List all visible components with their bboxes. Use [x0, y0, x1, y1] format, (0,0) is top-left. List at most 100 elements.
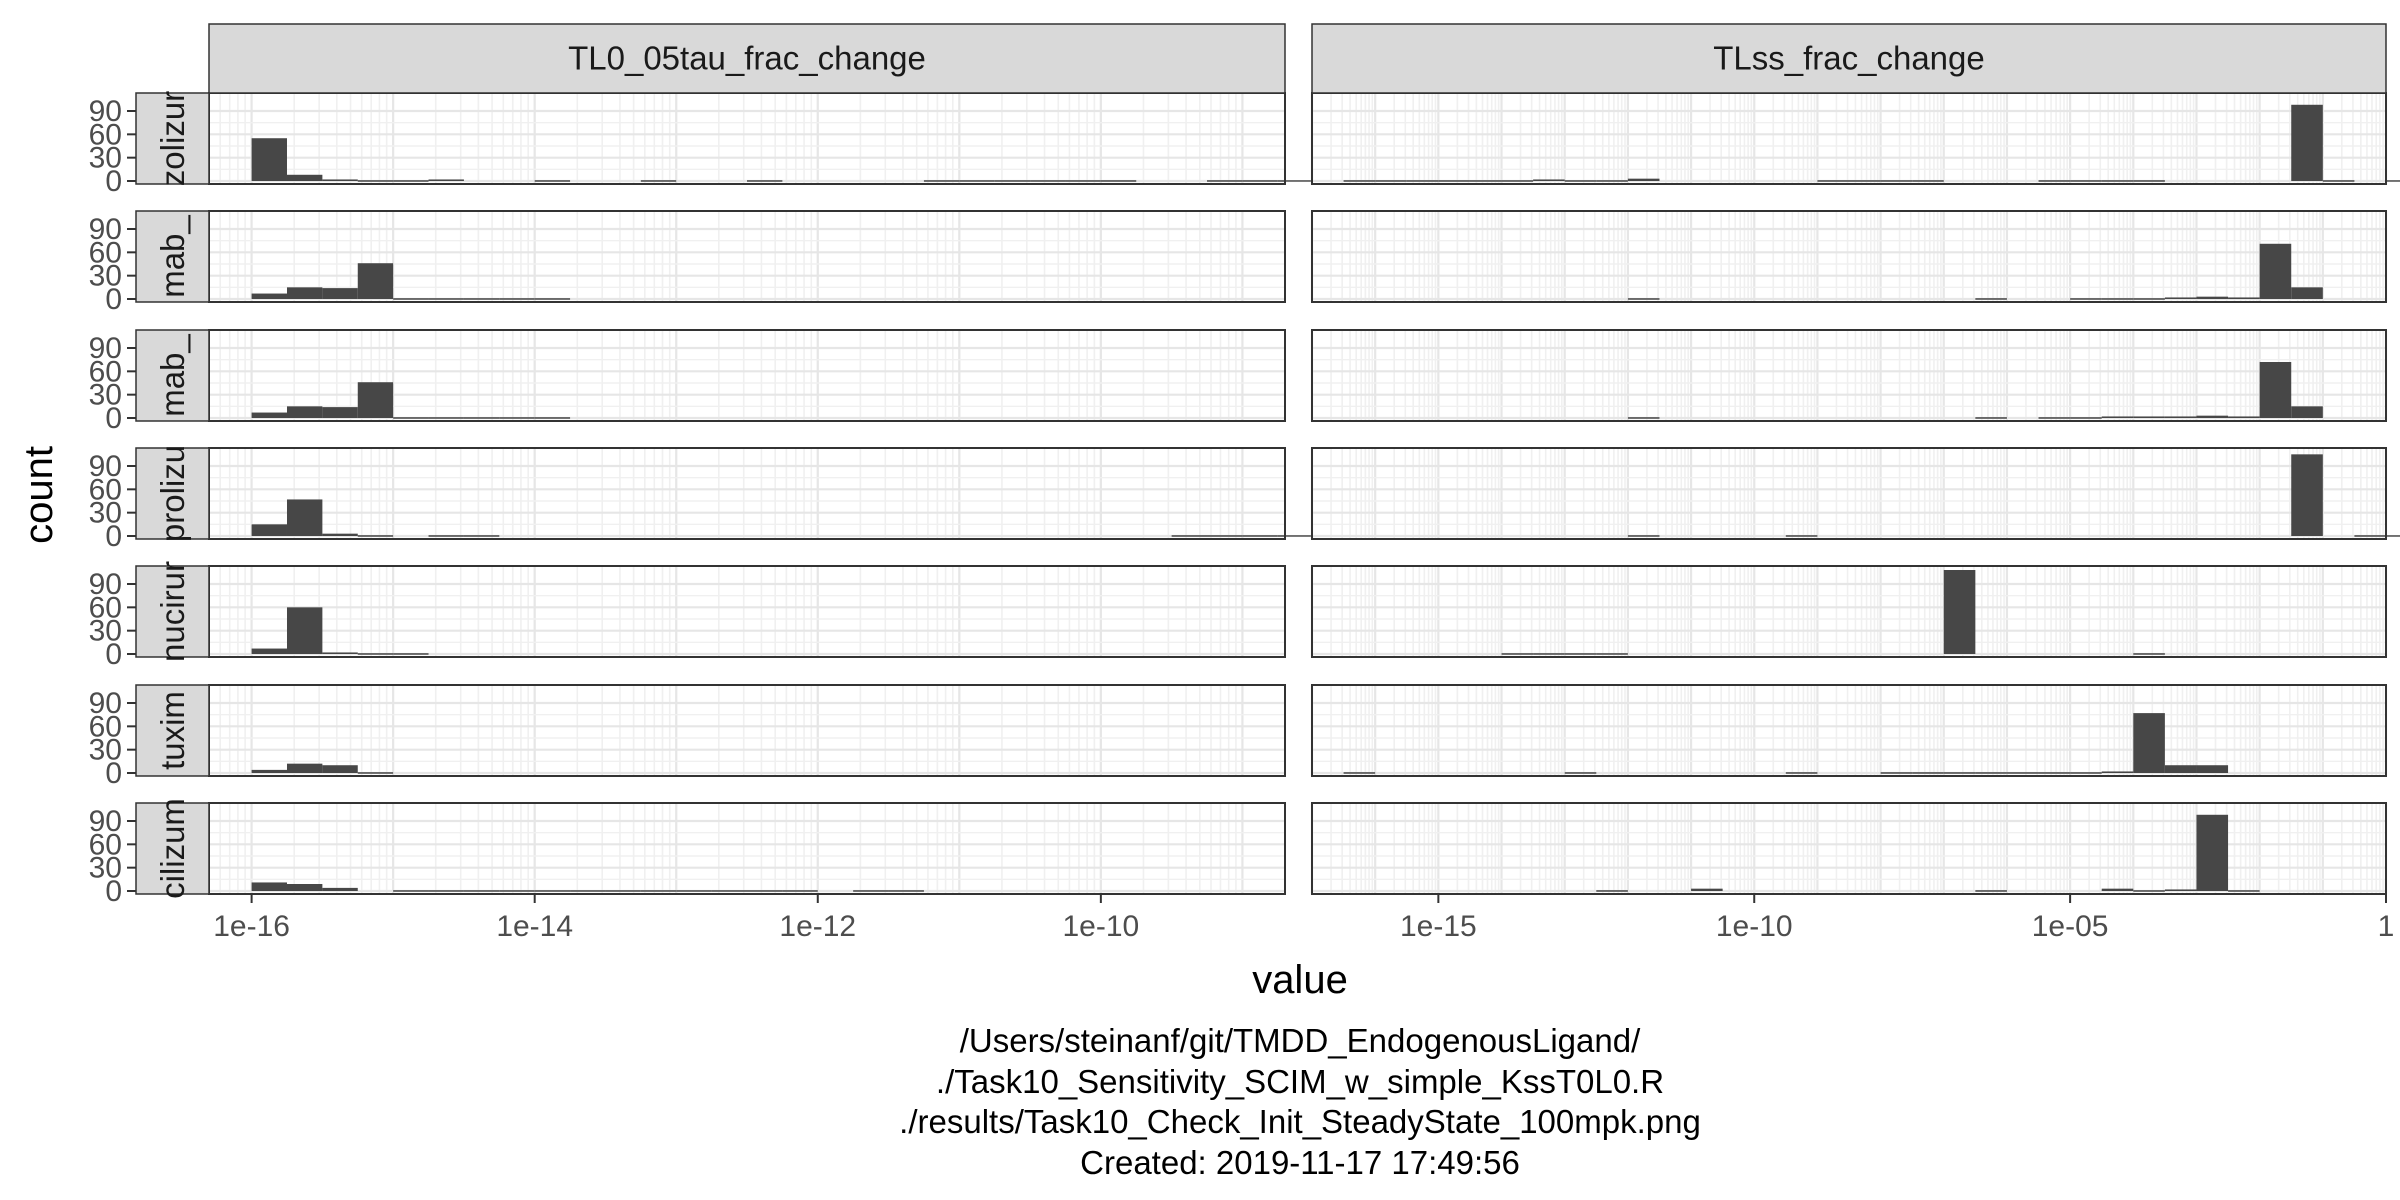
column-strip-label: TLss_frac_change	[1713, 40, 1985, 77]
panel-row7-col1	[208, 802, 1286, 895]
histogram-bars	[1627, 362, 2323, 419]
y-tick-label: 60	[89, 591, 122, 624]
histogram-bars	[251, 382, 571, 419]
panel-grid	[1310, 448, 2388, 539]
histogram-bar	[1277, 535, 1314, 537]
histogram-bar	[322, 887, 358, 891]
histogram-bar	[747, 180, 783, 182]
x-tick-label: 1e-14	[496, 910, 573, 943]
histogram-bar	[782, 890, 818, 892]
caption-line-1: /Users/steinanf/git/TMDD_EndogenousLigan…	[960, 1022, 1641, 1059]
x-axis-title: value	[1252, 958, 1348, 1002]
column-strip-1: TL0_05tau_frac_change	[208, 23, 1286, 94]
histogram-bar	[322, 407, 358, 418]
histogram-bar	[2164, 297, 2197, 299]
panel-row5-col1	[208, 565, 2375, 658]
histogram-bar	[393, 653, 429, 655]
histogram-bar	[2101, 416, 2134, 418]
y-tick-label: 30	[89, 615, 122, 648]
histogram-bar	[286, 607, 323, 654]
y-tick-label: 0	[105, 875, 122, 908]
panel-row1-col2	[1310, 92, 2400, 185]
panel-grid	[208, 93, 1286, 184]
histogram-bar	[357, 180, 394, 182]
histogram-bar	[2133, 890, 2165, 892]
y-axis-title: count	[17, 446, 61, 544]
row-strip-background	[135, 565, 210, 658]
panel-row4-col2	[1310, 447, 2400, 540]
histogram-bar	[1880, 772, 1913, 774]
panel-grid	[1310, 93, 2388, 184]
histogram-bar	[2291, 287, 2323, 299]
histogram-bar	[2228, 297, 2260, 299]
histogram-bar	[251, 524, 287, 536]
histogram-bar	[393, 890, 429, 892]
y-tick-label: 60	[89, 710, 122, 743]
y-tick-label: 90	[89, 687, 122, 720]
histogram-bar	[747, 890, 783, 892]
histogram-bar	[2101, 771, 2134, 773]
histogram-bar	[1100, 180, 1137, 182]
histogram-bar	[251, 882, 287, 891]
histogram-bar	[322, 179, 358, 181]
histogram-bar	[605, 890, 641, 892]
histogram-bar	[640, 890, 677, 892]
histogram-bar	[1343, 180, 1376, 182]
histogram-bar	[2291, 406, 2323, 418]
histogram-bar	[534, 180, 571, 182]
row-strip-label: mab_	[154, 334, 191, 417]
histogram-bar	[959, 180, 995, 182]
histogram-bars	[1343, 104, 2400, 182]
histogram-bars	[1501, 570, 2165, 655]
histogram-bar	[1975, 772, 2007, 774]
histogram-bar	[463, 535, 500, 537]
y-tick-label: 0	[105, 757, 122, 790]
histogram-bar	[2038, 180, 2071, 182]
axes-layer: 0306090030609003060900306090030609003060…	[89, 95, 2395, 943]
histogram-bar	[2133, 653, 2165, 655]
histogram-bar	[853, 890, 889, 892]
panel-background	[209, 448, 1285, 539]
row-strip-2: mab_	[135, 210, 210, 303]
histogram-bar	[1242, 535, 1278, 537]
histogram-bar	[1030, 180, 1066, 182]
panel-grid	[208, 448, 1286, 539]
panel-background	[1312, 685, 2386, 776]
panel-row7-col2	[1310, 802, 2388, 895]
y-tick-label: 30	[89, 260, 122, 293]
histogram-bar	[2133, 180, 2165, 182]
panel-grid	[1310, 685, 2388, 776]
histogram-bar	[428, 298, 464, 300]
x-tick-label: 1	[2378, 910, 2395, 943]
histogram-bar	[286, 406, 323, 418]
histogram-bar	[463, 417, 500, 419]
histogram-bar	[286, 287, 323, 299]
y-tick-label: 60	[89, 828, 122, 861]
histogram-bar	[2070, 180, 2102, 182]
histogram-bar	[1564, 772, 1597, 774]
histogram-bar	[463, 298, 500, 300]
histogram-bar	[322, 652, 358, 654]
y-tick-label: 30	[89, 379, 122, 412]
histogram-bars	[251, 882, 924, 892]
histogram-bar	[2291, 104, 2323, 181]
histogram-bar	[357, 535, 394, 537]
histogram-bar	[428, 179, 464, 181]
y-tick-label: 30	[89, 852, 122, 885]
histogram-bar	[1975, 890, 2007, 892]
panel-background	[209, 685, 1285, 776]
histogram-bar	[1691, 888, 1723, 891]
caption-line-2: ./Task10_Sensitivity_SCIM_w_simple_KssT0…	[936, 1063, 1664, 1100]
histogram-bars	[251, 607, 2375, 655]
panel-row2-col1	[208, 210, 1286, 303]
histogram-bar	[1501, 653, 1534, 655]
panel-background	[1312, 448, 2386, 539]
row-strip-background	[135, 447, 210, 540]
histogram-bar	[888, 890, 924, 892]
histogram-bar	[2070, 772, 2102, 774]
histogram-bar	[2133, 713, 2165, 773]
histogram-bar	[2101, 180, 2134, 182]
histogram-bars	[1343, 713, 2229, 774]
histogram-bar	[322, 765, 358, 773]
